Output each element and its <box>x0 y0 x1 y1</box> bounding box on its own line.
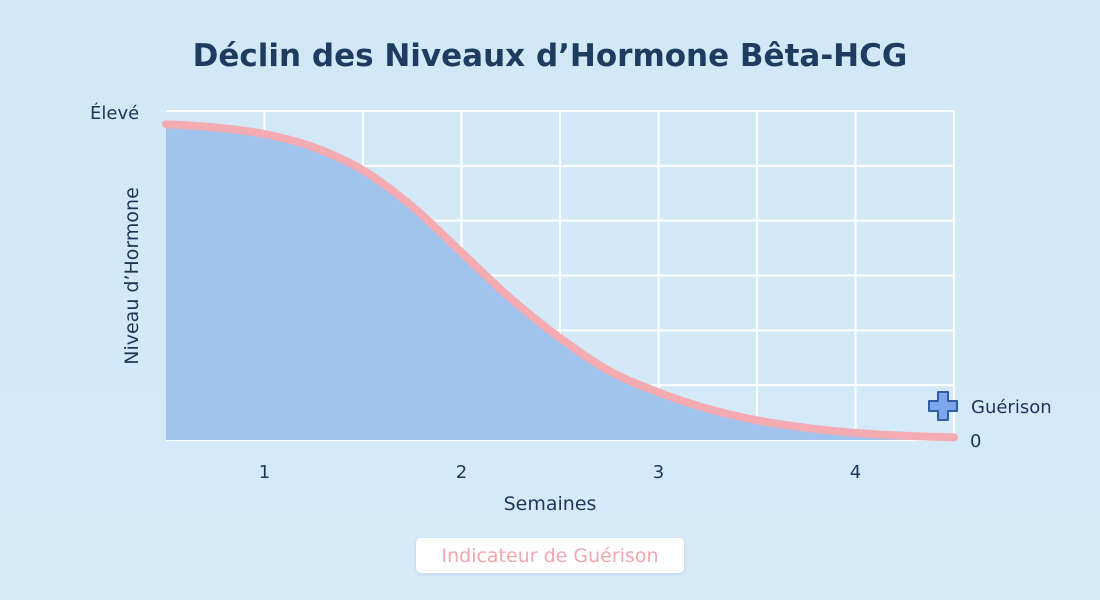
recovery-indicator-legend: Indicateur de Guérison <box>416 538 684 573</box>
y-axis-label: Niveau d’Hormone <box>121 187 143 365</box>
y-tick-top: Élevé <box>90 102 139 124</box>
x-tick-label: 4 <box>850 462 861 483</box>
x-axis-label: Semaines <box>504 493 597 515</box>
hormone-area <box>166 124 954 440</box>
x-ticks: 1 2 3 4 <box>259 462 861 483</box>
chart-title: Déclin des Niveaux d’Hormone Bêta-HCG <box>193 38 908 74</box>
plus-icon <box>928 391 958 421</box>
x-tick-label: 3 <box>653 462 664 483</box>
legend-label: Indicateur de Guérison <box>441 544 659 567</box>
recovery-marker: Guérison <box>928 391 1052 421</box>
recovery-label: Guérison <box>971 397 1052 418</box>
x-tick-label: 2 <box>456 462 467 483</box>
y-tick-bottom: 0 <box>970 431 981 452</box>
x-tick-label: 1 <box>259 462 270 483</box>
hormone-line <box>162 120 958 442</box>
